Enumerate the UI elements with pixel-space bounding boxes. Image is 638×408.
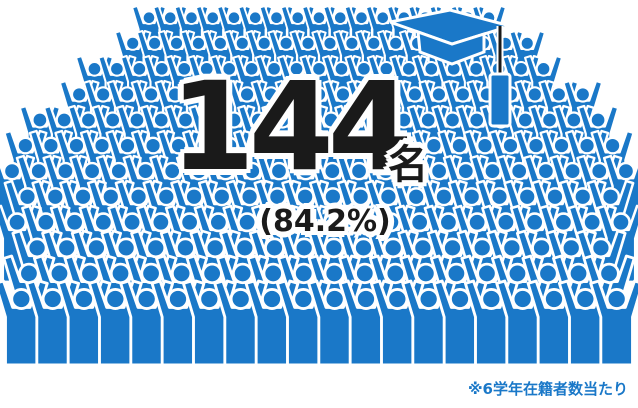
count-unit: 名 bbox=[388, 142, 428, 188]
crowd-person-icon bbox=[589, 279, 638, 367]
footnote: ※6学年在籍者数当たり bbox=[463, 378, 632, 400]
crowd-person-icon bbox=[602, 154, 638, 228]
graduation-cap-icon bbox=[390, 8, 516, 128]
percentage-label: (84.2%) bbox=[259, 204, 391, 239]
graduate-count: 144 bbox=[170, 56, 413, 198]
